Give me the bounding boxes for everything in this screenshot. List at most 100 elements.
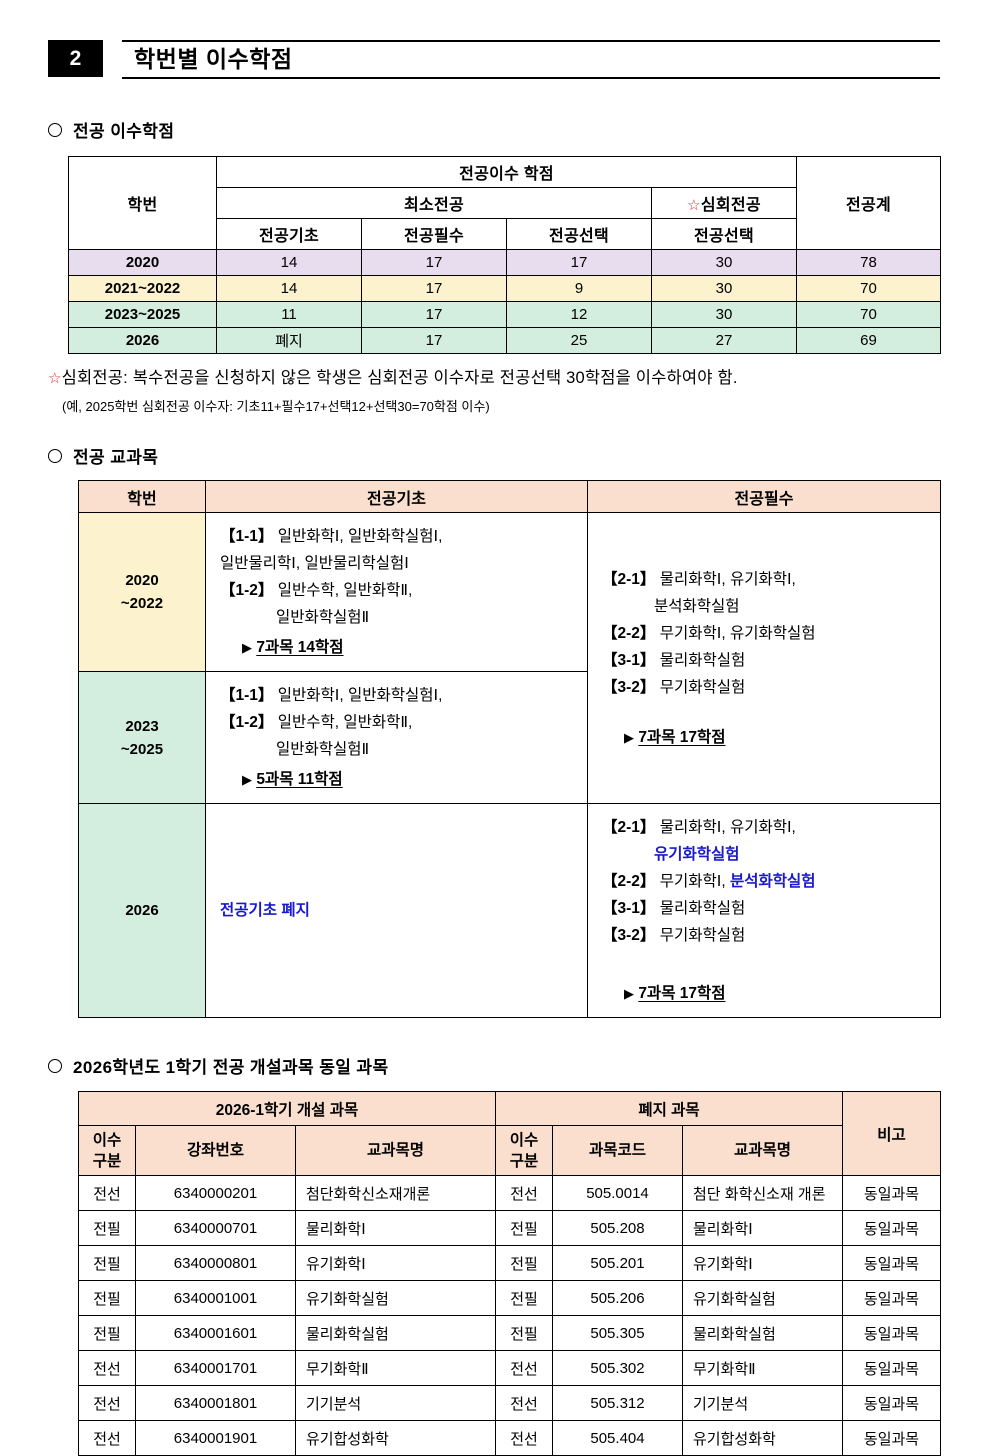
course-text: 일반화학Ⅰ, 일반화학실험Ⅰ,: [277, 687, 443, 704]
table-row: 전공기초 전공필수 전공선택 전공선택: [69, 218, 941, 250]
cell-old-code: 505.312: [552, 1385, 683, 1421]
cell-old-name: 기기분석: [681, 1385, 844, 1421]
cell-old-type: 전선: [495, 1175, 553, 1211]
th-course-no: 강좌번호: [135, 1125, 296, 1176]
cell-new-name: 첨단화학신소재개론: [295, 1175, 496, 1211]
th-new-name: 교과목명: [295, 1125, 496, 1176]
th-major-basic: 전공기초: [205, 480, 588, 513]
heading-major-courses: 전공 교과목: [48, 443, 992, 468]
course-text: 일반물리학Ⅰ, 일반물리학실험Ⅰ: [220, 555, 409, 572]
cell-old-code: 505.206: [552, 1280, 683, 1316]
table-major-credits: 학번 전공이수 학점 전공계 최소전공 ☆심회전공 전공기초 전공필수 전공선택…: [68, 156, 941, 354]
course-line: 【1-1】 일반화학Ⅰ, 일반화학실험Ⅰ,: [220, 682, 579, 709]
heading-same-courses-label: 2026학년도 1학기 전공 개설과목 동일 과목: [73, 1058, 389, 1077]
cell-remark: 동일과목: [842, 1210, 942, 1246]
star-icon: ☆: [48, 370, 62, 387]
table-row: 2023~2025 11 17 12 30 70: [68, 301, 941, 328]
cell-new-type: 전선: [78, 1385, 136, 1421]
year-line-2: ~2022: [120, 595, 164, 612]
cell-old-name: 유기화학실험: [681, 1280, 844, 1316]
cell-new-name: 무기화학Ⅱ: [295, 1350, 496, 1386]
cell-old-code: 505.201: [552, 1245, 683, 1281]
cell-required: 17: [361, 327, 507, 354]
cell-course-no: 6340001801: [135, 1385, 296, 1421]
cell-remark: 동일과목: [842, 1420, 942, 1456]
cell-course-no: 6340000801: [135, 1245, 296, 1281]
cell-old-code: 505.404: [552, 1420, 683, 1456]
year-line-2: ~2025: [120, 740, 164, 758]
cell-total: 78: [796, 249, 941, 276]
cell-new-type: 전선: [78, 1350, 136, 1386]
course-line: 【1-2】 일반수학, 일반화학Ⅱ,: [220, 709, 579, 736]
cell-new-type: 전필: [78, 1245, 136, 1281]
table-row: 2021~2022 14 17 9 30 70: [68, 275, 941, 302]
section-number-badge: 2: [48, 40, 103, 77]
cell-old-type: 전필: [495, 1210, 553, 1246]
course-summary-text: 7과목 17학점: [638, 728, 726, 746]
th-major-required: 전공필수: [361, 218, 507, 250]
cell-old-code: 505.305: [552, 1315, 683, 1351]
cell-elective: 9: [506, 275, 652, 302]
th-remark: 비고: [842, 1091, 942, 1176]
cell-remark: 동일과목: [842, 1245, 942, 1281]
course-line: 일반화학실험Ⅱ: [220, 604, 579, 631]
cell-old-type: 전필: [495, 1280, 553, 1316]
heading-major-courses-label: 전공 교과목: [73, 448, 159, 467]
course-bracket: 【1-1】: [220, 528, 274, 545]
cell-remark: 동일과목: [842, 1280, 942, 1316]
cell-new-name: 유기합성화학: [295, 1420, 496, 1456]
cell-year: 2026: [68, 327, 217, 354]
course-bracket: 【3-1】: [602, 900, 656, 917]
cell-old-name: 물리화학Ⅰ: [681, 1210, 844, 1246]
course-line: 일반물리학Ⅰ, 일반물리학실험Ⅰ: [220, 550, 579, 577]
basic-abolished-note: 전공기초 폐지: [220, 902, 310, 919]
star-icon: ☆: [687, 197, 701, 214]
circle-bullet-icon: [48, 448, 62, 463]
th-old-type: 이수 구분: [495, 1125, 553, 1176]
course-text: 일반화학실험Ⅱ: [276, 741, 370, 758]
cell-required: 17: [361, 275, 507, 302]
table-row: 2020 ~2022 【1-1】 일반화학Ⅰ, 일반화학실험Ⅰ, 일반물리학Ⅰ,…: [78, 512, 941, 804]
cell-new-name: 기기분석: [295, 1385, 496, 1421]
cell-old-name: 유기화학Ⅰ: [681, 1245, 844, 1281]
spacer: [602, 701, 932, 721]
course-summary-text: 5과목 11학점: [256, 771, 343, 788]
cell-required-2026: 【2-1】 물리화학Ⅰ, 유기화학Ⅰ, 유기화학실험 【2-2】 무기화학Ⅰ, …: [587, 803, 941, 1018]
course-bracket: 【1-2】: [220, 714, 274, 731]
table-major-courses: 학번 전공기초 전공필수 2020 ~2022 【1-1】 일반화학Ⅰ, 일반화…: [78, 480, 941, 1018]
table-row: 학번 전공이수 학점 전공계: [68, 156, 941, 250]
table-body: 전선 6340000201 첨단화학신소재개론 전선 505.0014 첨단 화학신소재 …: [78, 1175, 942, 1456]
cell-new-type: 전필: [78, 1280, 136, 1316]
course-line: 【2-2】 무기화학Ⅰ, 유기화학실험: [602, 620, 932, 647]
th-major-total: 전공계: [796, 156, 941, 250]
cell-old-code: 505.0014: [552, 1175, 683, 1211]
cell-basic-2023-2025: 【1-1】 일반화학Ⅰ, 일반화학실험Ⅰ, 【1-2】 일반수학, 일반화학Ⅱ,…: [205, 671, 588, 804]
th-major-elective: 전공선택: [506, 218, 652, 250]
cell-course-no: 6340001001: [135, 1280, 296, 1316]
triangle-bullet-icon: ▶: [242, 772, 252, 787]
cell-new-name: 물리화학Ⅰ: [295, 1210, 496, 1246]
course-text: 무기화학Ⅰ, 유기화학실험: [659, 624, 816, 642]
page-title: 학번별 이수학점: [134, 46, 293, 72]
course-text-highlight: 유기화학실험: [654, 846, 740, 863]
heading-same-courses: 2026학년도 1학기 전공 개설과목 동일 과목: [48, 1053, 992, 1078]
cell-total: 69: [796, 327, 941, 354]
cell-total: 70: [796, 301, 941, 328]
course-summary: ▶ 7과목 17학점: [602, 724, 932, 751]
year-line-1: 2020: [125, 572, 159, 589]
circle-bullet-icon: [48, 122, 62, 137]
course-line: 【3-2】 무기화학실험: [602, 922, 932, 949]
cell-new-type: 전필: [78, 1315, 136, 1351]
triangle-bullet-icon: ▶: [624, 986, 634, 1001]
cell-old-name: 첨단 화학신소재 개론: [681, 1175, 844, 1211]
cell-old-type: 전필: [495, 1245, 553, 1281]
cell-required: 17: [361, 301, 507, 328]
cell-course-no: 6340000701: [135, 1210, 296, 1246]
course-text: 일반화학실험Ⅱ: [276, 609, 370, 626]
table-row: 전선 6340001801 기기분석 전선 505.312 기기분석 동일과목: [78, 1385, 942, 1421]
th-deep-major: ☆심회전공: [651, 187, 797, 219]
cell-new-name: 유기화학실험: [295, 1280, 496, 1316]
cell-required: 17: [361, 249, 507, 276]
circle-bullet-icon: [48, 1058, 62, 1073]
table-row: 전필 6340000701 물리화학Ⅰ 전필 505.208 물리화학Ⅰ 동일과목: [78, 1210, 942, 1246]
